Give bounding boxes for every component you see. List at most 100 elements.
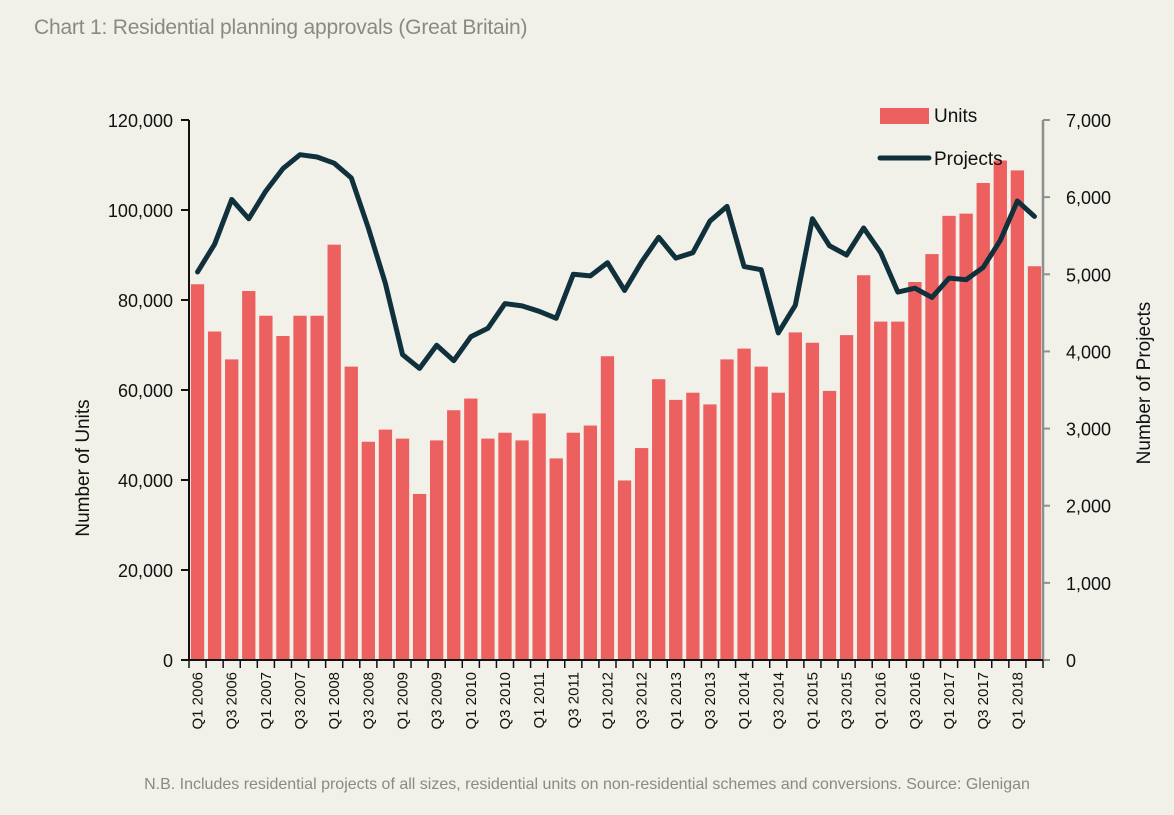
x-tick-label: Q3 2007 xyxy=(292,672,309,730)
units-bar-1 xyxy=(207,331,222,660)
units-bar-46 xyxy=(976,183,990,660)
left-tick-label: 40,000 xyxy=(118,471,173,491)
x-tick-label: Q1 2012 xyxy=(599,672,616,730)
footnote: N.B. Includes residential projects of al… xyxy=(144,776,1030,793)
units-bar-15 xyxy=(447,410,461,660)
left-axis-title: Number of Units xyxy=(73,399,94,536)
x-tick-label: Q1 2018 xyxy=(1009,672,1026,730)
right-tick-label: 6,000 xyxy=(1066,188,1111,208)
x-tick-label: Q1 2008 xyxy=(326,672,343,730)
right-axis-title: Number of Projects xyxy=(1134,302,1155,465)
units-bar-3 xyxy=(242,291,256,660)
x-tick-label: Q3 2013 xyxy=(702,672,719,730)
units-bar-12 xyxy=(395,438,410,660)
left-tick-label: 80,000 xyxy=(118,291,173,311)
units-bar-30 xyxy=(703,404,717,660)
left-tick-label: 100,000 xyxy=(108,201,173,221)
x-tick-label: Q1 2010 xyxy=(463,672,480,730)
units-bar-26 xyxy=(634,448,649,660)
units-bar-28 xyxy=(669,399,683,660)
x-tick-label: Q1 2013 xyxy=(668,672,685,730)
units-bar-48 xyxy=(1010,170,1025,660)
units-bar-14 xyxy=(430,440,444,660)
right-tick-label: 2,000 xyxy=(1066,497,1111,517)
units-bar-37 xyxy=(822,390,837,660)
x-tick-label: Q3 2016 xyxy=(907,672,924,730)
units-bar-18 xyxy=(498,432,512,660)
units-bar-10 xyxy=(361,441,375,660)
x-tick-label: Q3 2011 xyxy=(565,672,582,728)
right-tick-label: 4,000 xyxy=(1066,342,1111,362)
units-bar-33 xyxy=(754,366,768,660)
x-tick-label: Q3 2009 xyxy=(429,672,446,730)
units-bar-35 xyxy=(788,332,802,660)
legend-units-label: Units xyxy=(934,106,977,127)
units-bar-7 xyxy=(310,315,324,660)
axis-labels: 0 20,000 40,000 60,000 80,000 100,000 120,000 0… xyxy=(73,111,1155,730)
units-bar-40 xyxy=(874,321,888,660)
units-bar-34 xyxy=(771,392,785,660)
units-bar-0 xyxy=(190,284,205,660)
x-tick-label: Q1 2016 xyxy=(873,672,890,730)
units-bar-9 xyxy=(344,366,358,660)
left-tick-label: 60,000 xyxy=(118,381,173,401)
units-bar-16 xyxy=(464,398,478,660)
axes xyxy=(181,119,1050,668)
units-bar-6 xyxy=(293,315,307,660)
chart-title: Chart 1: Residential planning approvals … xyxy=(34,16,528,39)
units-bar-19 xyxy=(515,440,529,660)
units-bar-31 xyxy=(720,359,734,660)
x-tick-label: Q1 2011 xyxy=(531,672,548,728)
units-bar-24 xyxy=(600,356,615,660)
x-tick-label: Q3 2017 xyxy=(975,672,992,730)
left-tick-label: 20,000 xyxy=(118,561,173,581)
x-tick-label: Q1 2015 xyxy=(804,672,821,730)
right-tick-label: 0 xyxy=(1066,651,1076,671)
x-tick-label: Q3 2010 xyxy=(497,672,514,730)
right-tick-label: 7,000 xyxy=(1066,111,1111,131)
units-bar-47 xyxy=(993,160,1007,660)
left-tick-label: 0 xyxy=(163,651,173,671)
right-tick-label: 3,000 xyxy=(1066,420,1111,440)
units-bar-49 xyxy=(1027,266,1042,660)
units-bar-23 xyxy=(583,425,598,660)
legend: Units Projects xyxy=(877,106,1003,170)
units-bar-13 xyxy=(412,493,427,660)
right-tick-label: 1,000 xyxy=(1066,574,1111,594)
units-bar-20 xyxy=(532,413,546,660)
x-tick-label: Q1 2014 xyxy=(736,672,753,730)
x-tick-label: Q1 2017 xyxy=(941,672,958,730)
units-bar-43 xyxy=(925,254,939,660)
units-bar-8 xyxy=(327,244,341,660)
units-bar-4 xyxy=(259,315,273,660)
units-bar-44 xyxy=(942,215,956,660)
x-tick-label: Q3 2006 xyxy=(224,672,241,730)
units-bar-17 xyxy=(481,438,495,660)
x-tick-label: Q1 2009 xyxy=(395,672,412,730)
units-bar-27 xyxy=(652,379,666,660)
units-bar-25 xyxy=(617,480,632,660)
units-bar-42 xyxy=(908,282,922,660)
x-tick-label: Q3 2015 xyxy=(839,672,856,730)
units-bar-29 xyxy=(686,392,700,660)
projects-line xyxy=(195,152,1037,371)
x-tick-label: Q3 2008 xyxy=(360,672,377,730)
units-bar-32 xyxy=(737,348,751,660)
x-tick-label: Q3 2014 xyxy=(770,672,787,730)
units-bars xyxy=(190,160,1042,660)
legend-units-swatch xyxy=(880,108,929,124)
units-bar-36 xyxy=(805,342,820,660)
units-bar-22 xyxy=(566,432,580,660)
units-bar-21 xyxy=(549,458,563,660)
right-tick-label: 5,000 xyxy=(1066,265,1111,285)
units-bar-39 xyxy=(857,275,871,660)
units-bar-38 xyxy=(839,335,854,660)
units-bar-45 xyxy=(959,213,973,660)
units-bar-11 xyxy=(378,429,393,660)
units-bar-5 xyxy=(276,336,290,660)
legend-projects-label: Projects xyxy=(934,149,1003,170)
x-tick-label: Q1 2006 xyxy=(190,672,207,730)
units-bar-2 xyxy=(225,359,239,660)
units-bar-41 xyxy=(891,321,905,660)
